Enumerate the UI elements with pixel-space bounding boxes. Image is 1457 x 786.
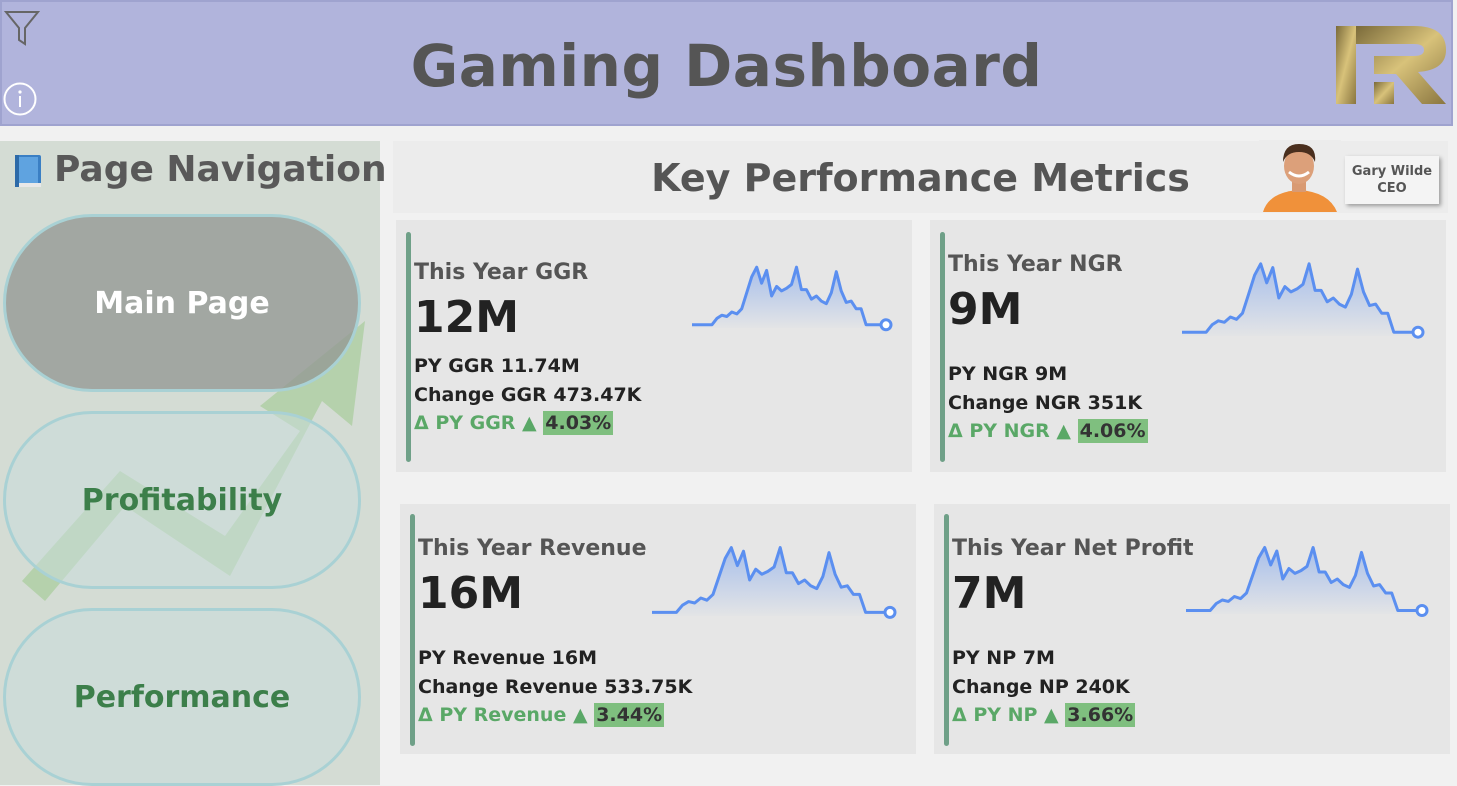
sparkline-end-marker bbox=[1411, 325, 1425, 339]
card-delta-pct: 4.06% bbox=[1077, 419, 1148, 443]
card-delta: Δ PY Revenue ▲ 3.44% bbox=[418, 703, 665, 727]
sparkline-area bbox=[652, 547, 890, 616]
kpi-card-revenue: This Year Revenue 16M PY Revenue 16M Cha… bbox=[400, 504, 916, 754]
card-delta-pct: 4.03% bbox=[543, 411, 614, 435]
kpi-title: Key Performance Metrics bbox=[651, 156, 1190, 200]
card-change: Change NP 240K bbox=[952, 676, 1130, 698]
card-delta-pct: 3.66% bbox=[1065, 703, 1136, 727]
nav-profitability-button[interactable]: Profitability bbox=[3, 411, 361, 589]
card-accent bbox=[410, 514, 415, 746]
card-value: 7M bbox=[952, 568, 1027, 619]
card-change: Change NGR 351K bbox=[948, 392, 1143, 414]
sparkline-line bbox=[1182, 262, 1418, 334]
header-bar: Gaming Dashboard bbox=[0, 0, 1453, 126]
card-label: This Year NGR bbox=[948, 252, 1123, 277]
sparkline-area bbox=[692, 267, 886, 328]
sparkline-area bbox=[1186, 547, 1422, 614]
ceo-role: CEO bbox=[1377, 181, 1407, 196]
card-accent bbox=[406, 232, 411, 462]
sparkline-line bbox=[692, 265, 886, 327]
kpi-card-ggr: This Year GGR 12M PY GGR 11.74M Change G… bbox=[396, 220, 912, 472]
page-title: Gaming Dashboard bbox=[410, 32, 1043, 100]
card-label: This Year Revenue bbox=[418, 536, 647, 561]
card-delta-label: Δ PY Revenue ▲ bbox=[418, 704, 588, 726]
sparkline-end-marker bbox=[879, 318, 893, 332]
card-delta-label: Δ PY NGR ▲ bbox=[948, 420, 1071, 442]
card-py: PY Revenue 16M bbox=[418, 647, 597, 669]
sparkline-line bbox=[1186, 546, 1422, 612]
card-delta: Δ PY NP ▲ 3.66% bbox=[952, 703, 1136, 727]
card-accent bbox=[944, 514, 949, 746]
card-delta: Δ PY GGR ▲ 4.03% bbox=[414, 411, 614, 435]
card-delta-label: Δ PY NP ▲ bbox=[952, 704, 1059, 726]
card-py: PY GGR 11.74M bbox=[414, 355, 580, 377]
nav-main-page-button[interactable]: Main Page bbox=[3, 214, 361, 392]
nav-title-text: Page Navigation bbox=[54, 149, 387, 190]
sparkline-end-marker bbox=[1415, 604, 1429, 617]
ceo-card: Gary Wilde CEO bbox=[1345, 156, 1439, 204]
card-accent bbox=[940, 232, 945, 462]
card-value: 9M bbox=[948, 284, 1023, 335]
card-delta: Δ PY NGR ▲ 4.06% bbox=[948, 419, 1148, 443]
sparkline-area bbox=[1182, 263, 1418, 336]
sparkline-chart bbox=[1182, 262, 1425, 339]
card-py: PY NGR 9M bbox=[948, 363, 1068, 385]
sidebar: Page Navigation Main Page Profitability … bbox=[0, 141, 387, 786]
info-icon[interactable] bbox=[3, 82, 37, 116]
card-label: This Year Net Profit bbox=[952, 536, 1194, 561]
card-delta-pct: 3.44% bbox=[594, 703, 665, 727]
sparkline-chart bbox=[1186, 546, 1429, 617]
card-change: Change GGR 473.47K bbox=[414, 384, 642, 406]
sparkline-chart bbox=[652, 546, 897, 619]
card-value: 16M bbox=[418, 568, 524, 619]
card-value: 12M bbox=[414, 292, 520, 343]
avatar bbox=[1259, 140, 1341, 212]
logo-icon bbox=[1336, 26, 1446, 104]
kpi-card-ngr: This Year NGR 9M PY NGR 9M Change NGR 35… bbox=[930, 220, 1446, 472]
sparkline-end-marker bbox=[883, 605, 897, 619]
ceo-name: Gary Wilde bbox=[1351, 164, 1433, 179]
nav-performance-button[interactable]: Performance bbox=[3, 608, 361, 786]
book-icon bbox=[15, 155, 41, 187]
sparkline-line bbox=[652, 546, 890, 614]
card-delta-label: Δ PY GGR ▲ bbox=[414, 412, 537, 434]
sparkline-chart bbox=[692, 265, 893, 332]
kpi-card-net-profit: This Year Net Profit 7M PY NP 7M Change … bbox=[934, 504, 1450, 754]
card-label: This Year GGR bbox=[414, 260, 589, 285]
nav-title: Page Navigation bbox=[12, 149, 387, 190]
card-change: Change Revenue 533.75K bbox=[418, 676, 693, 698]
filter-icon[interactable] bbox=[4, 8, 40, 48]
card-py: PY NP 7M bbox=[952, 647, 1055, 669]
